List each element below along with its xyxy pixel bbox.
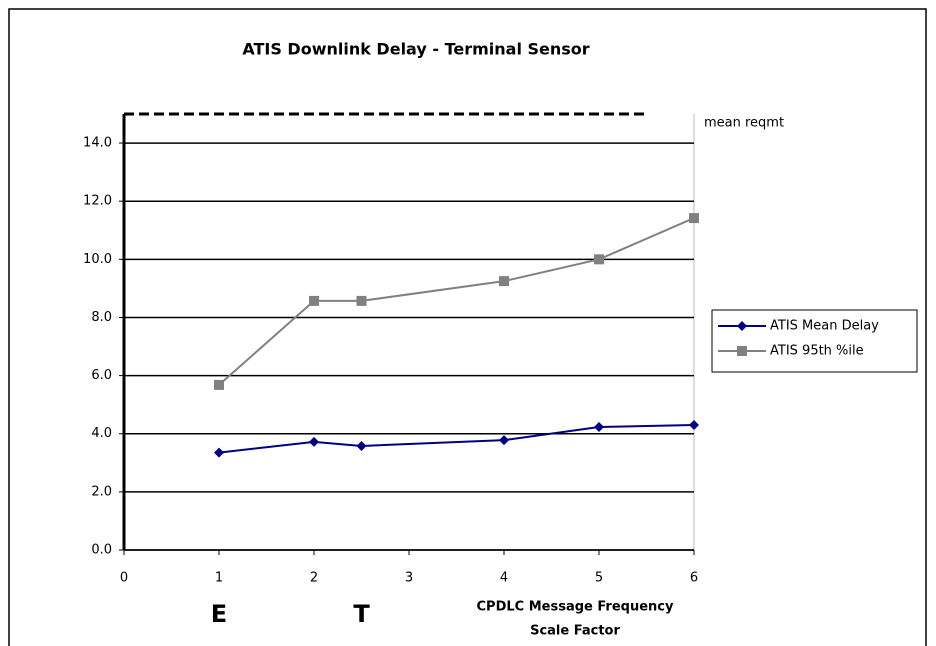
x-tick-label: 4 [500, 571, 508, 586]
marker [689, 420, 699, 431]
series-line [218, 424, 695, 454]
y-tick-label: 14.0 [83, 136, 112, 151]
x-tick-label: 0 [120, 571, 128, 586]
legend-label: ATIS Mean Delay [770, 319, 879, 334]
y-tick-label: 4.0 [91, 426, 112, 441]
x-tick-label: 6 [690, 571, 698, 586]
x-axis-label: CPDLC Message Frequency [477, 600, 674, 615]
x-tick-label: 5 [595, 571, 603, 586]
marker [356, 440, 367, 451]
x-axis-label: Scale Factor [530, 624, 620, 639]
y-tick-label: 8.0 [91, 310, 112, 325]
chart-title: ATIS Downlink Delay - Terminal Sensor [242, 40, 589, 59]
x-tick-label: 1 [215, 571, 223, 586]
y-tick-label: 12.0 [83, 194, 112, 209]
marker [737, 346, 747, 356]
series-line [218, 217, 695, 386]
x-tick-label: 2 [310, 571, 318, 586]
marker [499, 276, 509, 287]
marker [309, 295, 319, 306]
marker [737, 321, 747, 331]
marker [356, 295, 367, 306]
marker [689, 213, 699, 224]
legend [711, 309, 918, 373]
annotation: E [211, 600, 227, 628]
y-tick-label: 10.0 [83, 252, 112, 267]
reference-label: mean reqmt [704, 116, 784, 131]
marker [214, 447, 224, 458]
y-tick-label: 2.0 [91, 484, 112, 499]
marker [214, 379, 224, 390]
x-tick-label: 3 [405, 571, 413, 586]
y-tick-label: 0.0 [91, 543, 112, 558]
marker [499, 435, 509, 446]
frame [8, 8, 927, 646]
marker [594, 422, 604, 433]
marker [309, 436, 319, 447]
y-tick-label: 6.0 [91, 368, 112, 383]
marker [594, 254, 604, 265]
legend-label: ATIS 95th %ile [770, 344, 864, 359]
annotation: T [353, 600, 370, 628]
